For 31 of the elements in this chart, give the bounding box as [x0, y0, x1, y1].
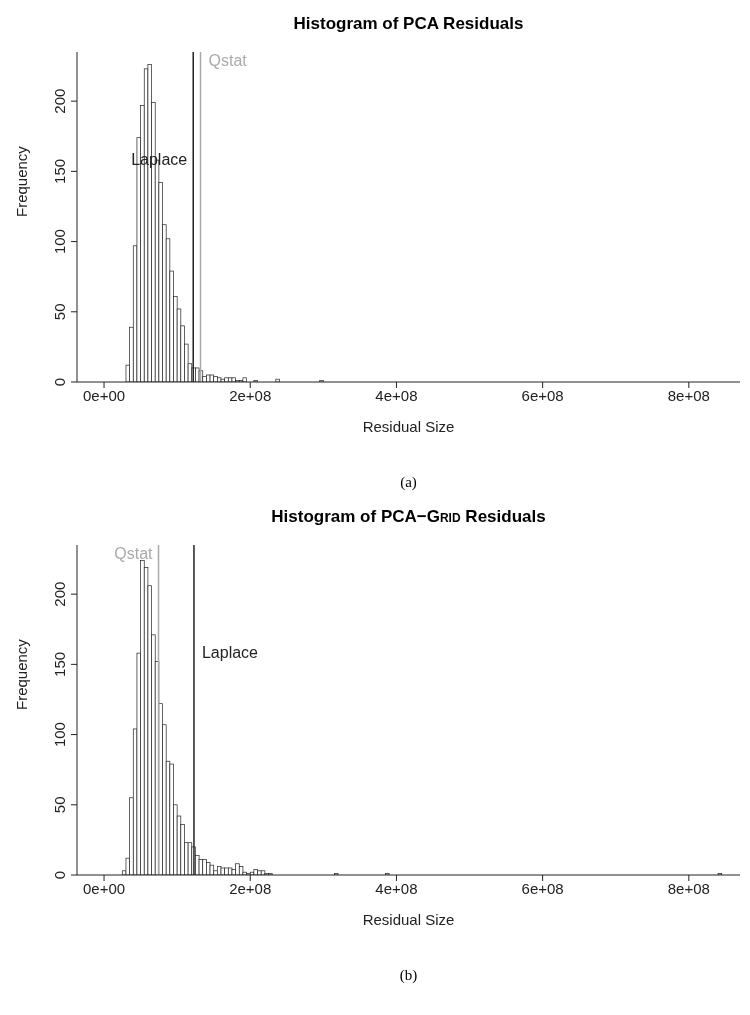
y-tick-label: 0	[51, 377, 68, 387]
y-axis-title: Frequency	[13, 145, 31, 217]
text: (a)	[399, 474, 418, 491]
x-tick-label: 0e+00	[82, 386, 126, 404]
chart-title: Histogram of PCA Residuals	[293, 14, 524, 33]
y-tick-label: 50	[51, 796, 68, 814]
y-tick-label: 100	[51, 722, 68, 748]
ref-line-label: Qstat	[114, 545, 154, 562]
x-tick-label: 4e+08	[375, 386, 418, 404]
x-tick-label: 2e+08	[229, 879, 272, 897]
x-tick-label: 8e+08	[667, 386, 710, 404]
x-tick-label: 2e+08	[229, 386, 272, 404]
ref-line-label: Laplace	[201, 644, 259, 661]
y-tick-label: 150	[51, 651, 68, 677]
x-tick-label: 0e+00	[82, 879, 126, 897]
y-tick-label: 0	[51, 870, 68, 880]
y-tick-label: 50	[51, 303, 68, 321]
x-tick-label: 6e+08	[521, 879, 564, 897]
y-axis-title: Frequency	[13, 638, 31, 710]
y-tick-label: 150	[51, 158, 68, 184]
x-tick-label: 4e+08	[375, 879, 418, 897]
y-tick-label: 100	[51, 229, 68, 255]
chart-title: Histogram of PCA−Grid Residuals	[271, 507, 546, 526]
text: (b)	[398, 967, 419, 984]
y-tick-label: 200	[51, 88, 68, 114]
x-tick-label: 6e+08	[521, 386, 564, 404]
x-axis-title: Residual Size	[362, 911, 455, 928]
x-axis-title: Residual Size	[362, 418, 455, 435]
x-tick-label: 8e+08	[667, 879, 710, 897]
y-tick-label: 200	[51, 581, 68, 607]
ref-line-label: Qstat	[208, 52, 248, 69]
